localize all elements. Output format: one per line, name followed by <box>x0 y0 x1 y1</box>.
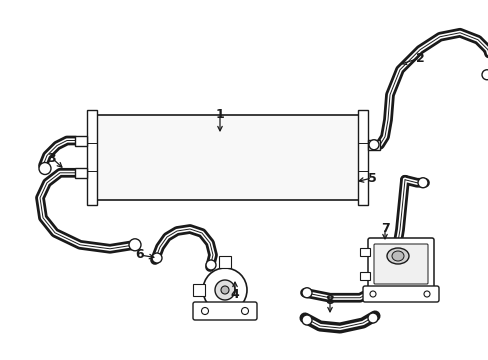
Circle shape <box>152 253 162 263</box>
Bar <box>95 115 359 200</box>
Circle shape <box>417 178 427 188</box>
Bar <box>87 110 97 205</box>
Circle shape <box>241 307 248 315</box>
Circle shape <box>302 288 311 298</box>
FancyBboxPatch shape <box>373 244 427 284</box>
Text: 2: 2 <box>415 51 424 64</box>
Text: 3: 3 <box>48 152 56 165</box>
Circle shape <box>367 313 377 323</box>
Bar <box>357 110 367 205</box>
Bar <box>95 115 359 200</box>
Circle shape <box>201 307 208 315</box>
Ellipse shape <box>391 251 403 261</box>
Bar <box>367 140 379 150</box>
Text: 1: 1 <box>215 108 224 122</box>
Circle shape <box>302 315 311 325</box>
Bar <box>75 135 87 145</box>
Circle shape <box>203 268 246 312</box>
Bar <box>75 168 87 178</box>
Circle shape <box>423 291 429 297</box>
Circle shape <box>215 280 235 300</box>
FancyBboxPatch shape <box>193 302 257 320</box>
Bar <box>193 284 204 296</box>
Text: 7: 7 <box>380 221 388 234</box>
FancyBboxPatch shape <box>362 286 438 302</box>
Circle shape <box>221 286 228 294</box>
Bar <box>359 272 369 280</box>
Circle shape <box>205 260 216 270</box>
Circle shape <box>481 70 488 80</box>
Text: 8: 8 <box>325 293 334 306</box>
Bar <box>219 256 230 268</box>
Circle shape <box>368 140 378 150</box>
Text: 4: 4 <box>230 288 239 302</box>
Text: 6: 6 <box>135 248 144 261</box>
FancyBboxPatch shape <box>367 238 433 294</box>
Bar <box>359 248 369 256</box>
Circle shape <box>129 239 141 251</box>
Text: 5: 5 <box>367 171 376 184</box>
Circle shape <box>369 291 375 297</box>
Ellipse shape <box>386 248 408 264</box>
Circle shape <box>39 162 51 175</box>
